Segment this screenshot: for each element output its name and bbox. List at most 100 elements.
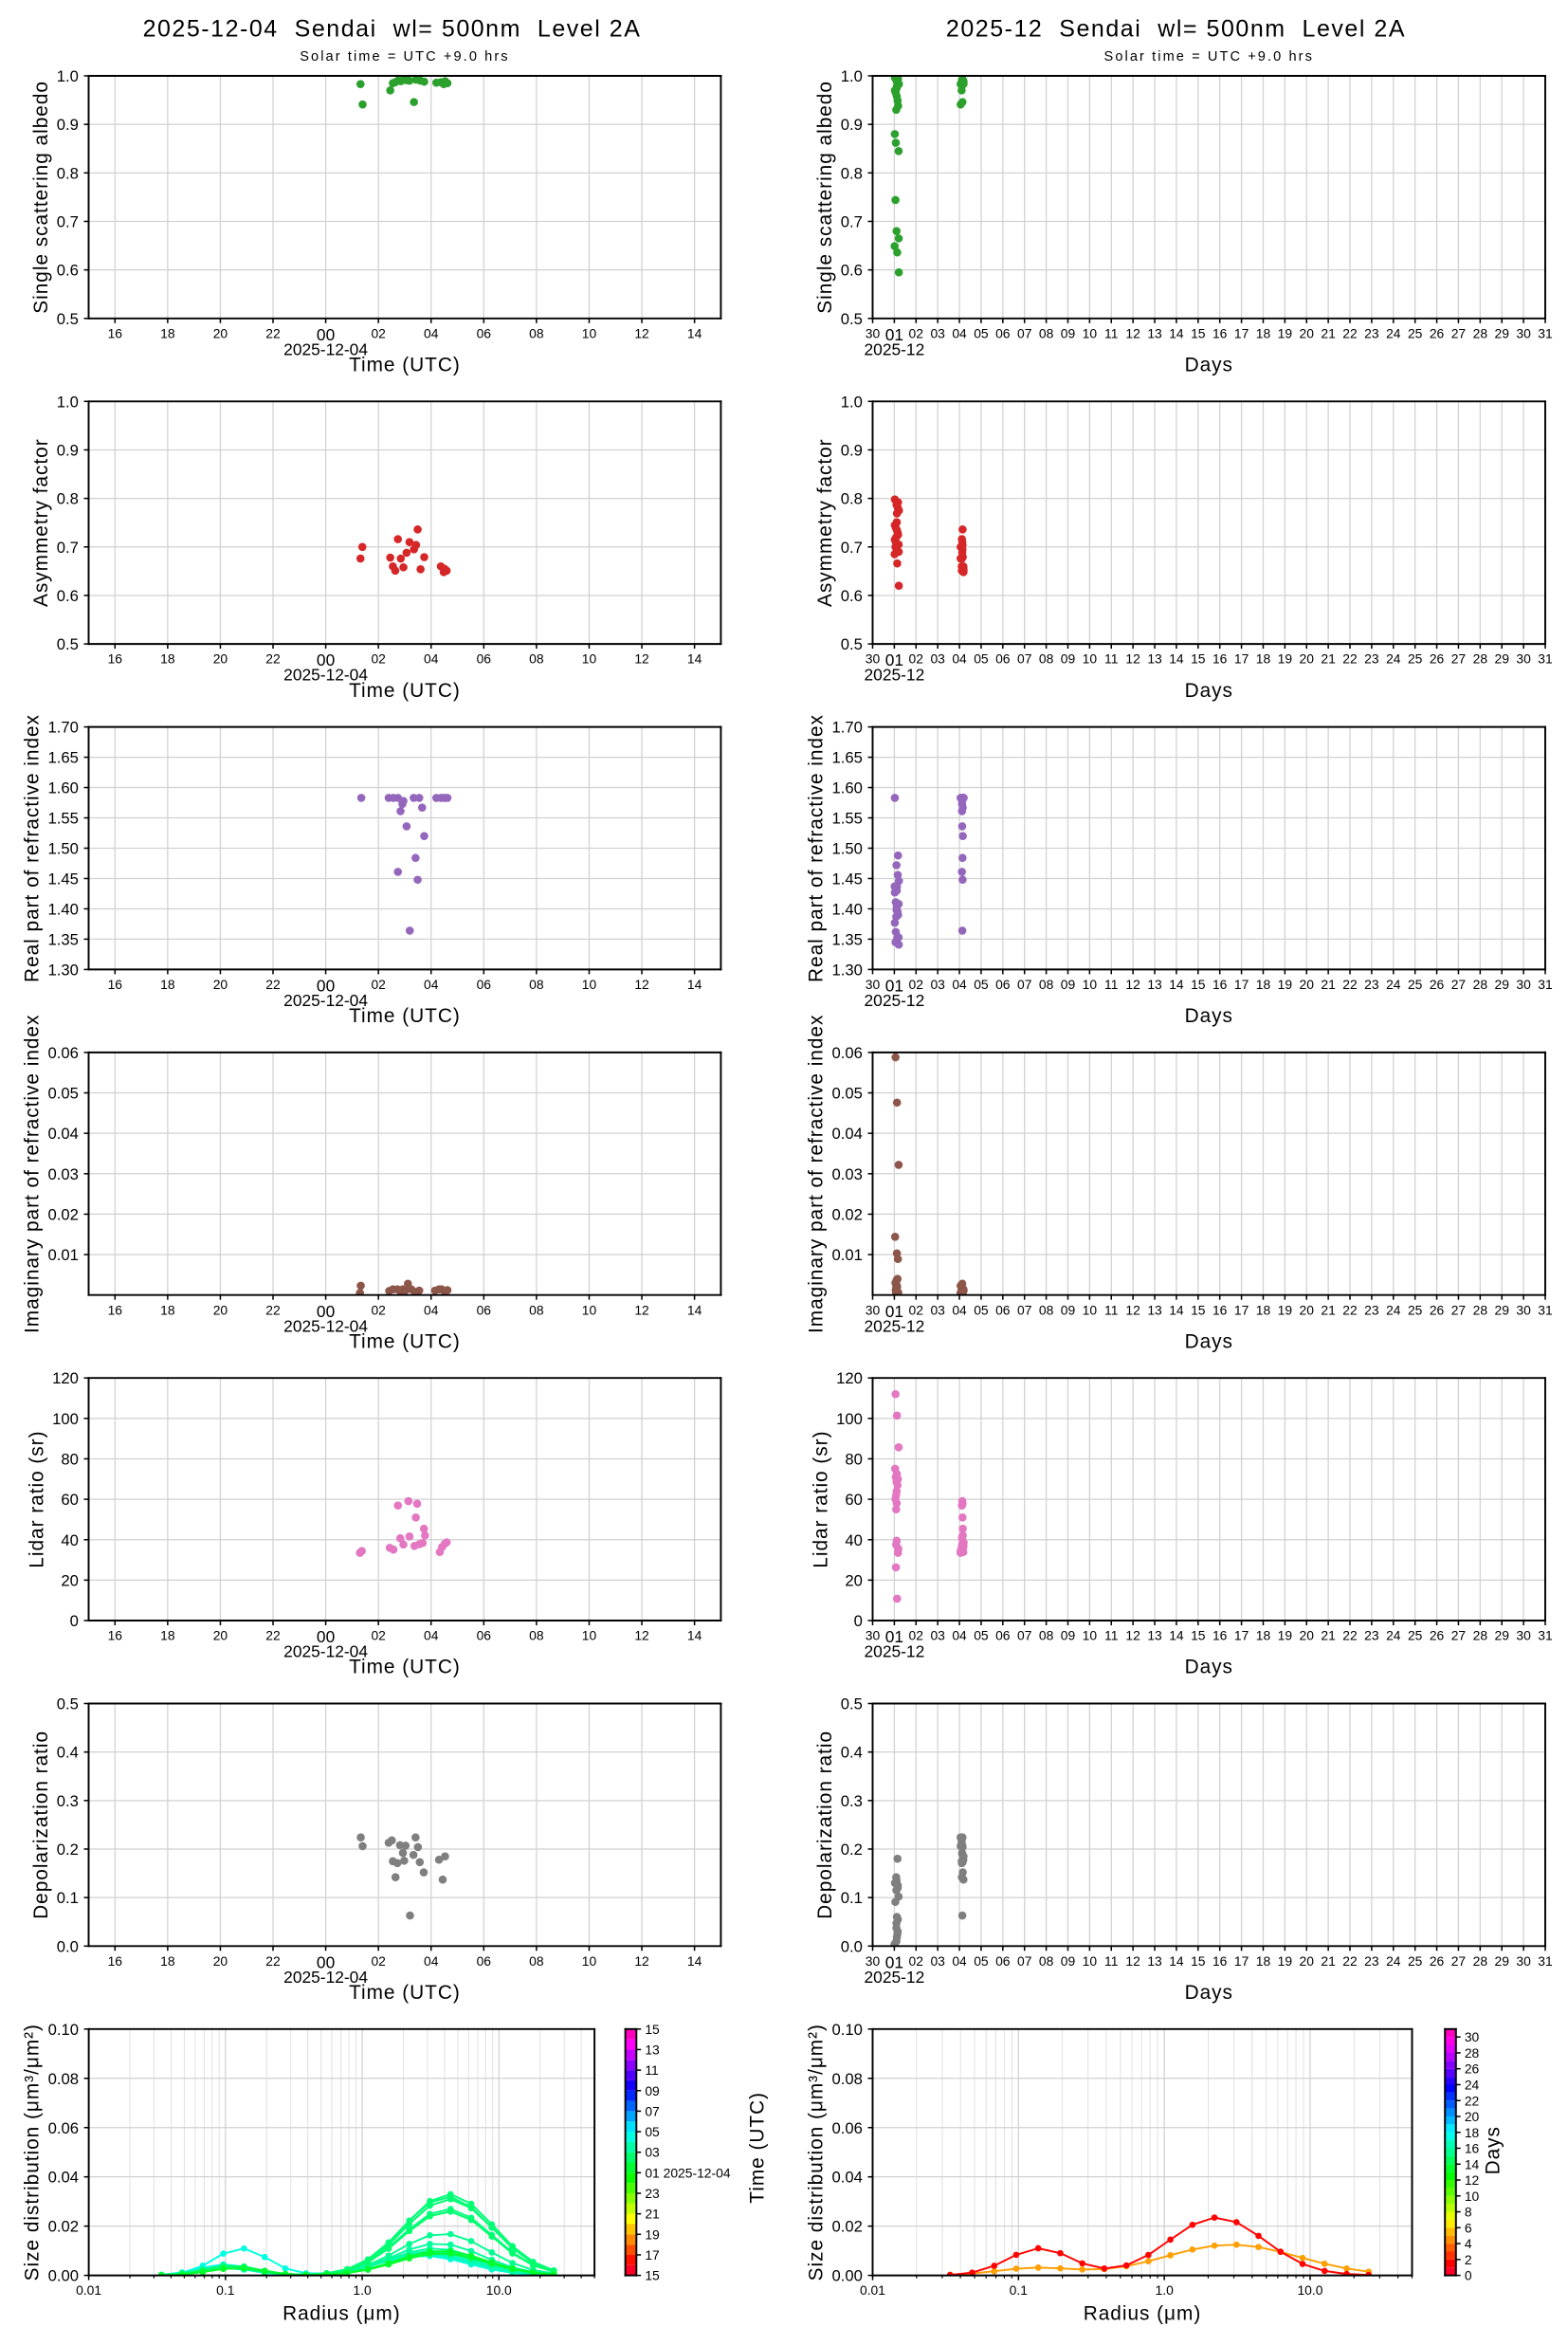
svg-text:26: 26 xyxy=(1430,1953,1445,1969)
svg-text:0.6: 0.6 xyxy=(57,262,79,280)
svg-text:0.9: 0.9 xyxy=(57,441,79,459)
svg-text:04: 04 xyxy=(424,1302,439,1317)
svg-text:20: 20 xyxy=(1465,2109,1480,2124)
svg-text:Days: Days xyxy=(1185,1657,1233,1678)
svg-text:15: 15 xyxy=(1191,1628,1206,1643)
svg-text:11: 11 xyxy=(1104,651,1119,667)
svg-text:03: 03 xyxy=(930,325,945,340)
svg-text:2025-12-04: 2025-12-04 xyxy=(283,991,368,1010)
svg-text:11: 11 xyxy=(1104,325,1119,340)
svg-text:1.0: 1.0 xyxy=(353,2282,372,2298)
svg-text:02: 02 xyxy=(371,1953,386,1969)
svg-text:1.55: 1.55 xyxy=(48,810,79,828)
svg-text:0.3: 0.3 xyxy=(841,1792,863,1810)
svg-text:17: 17 xyxy=(1234,977,1249,992)
svg-text:0.08: 0.08 xyxy=(832,2070,863,2088)
svg-text:0.9: 0.9 xyxy=(841,441,863,459)
svg-text:27: 27 xyxy=(1451,1628,1467,1643)
svg-text:04: 04 xyxy=(424,1953,439,1969)
svg-text:1.30: 1.30 xyxy=(48,961,79,979)
svg-text:2025-12: 2025-12 xyxy=(865,666,925,685)
svg-text:28: 28 xyxy=(1473,1953,1488,1969)
svg-text:21: 21 xyxy=(1321,1302,1336,1317)
svg-text:12: 12 xyxy=(1125,651,1140,667)
svg-text:04: 04 xyxy=(952,977,967,992)
svg-text:22: 22 xyxy=(265,1302,281,1317)
svg-text:02: 02 xyxy=(371,1628,386,1643)
svg-text:60: 60 xyxy=(845,1491,863,1509)
svg-text:14: 14 xyxy=(1465,2156,1480,2171)
svg-text:2025-12: 2025-12 xyxy=(865,1316,925,1335)
svg-text:08: 08 xyxy=(1039,651,1054,667)
svg-text:31: 31 xyxy=(1538,1628,1553,1643)
svg-text:05: 05 xyxy=(974,1953,989,1969)
svg-text:31: 31 xyxy=(1538,1302,1553,1317)
svg-text:120: 120 xyxy=(52,1369,79,1387)
svg-text:0.4: 0.4 xyxy=(57,1744,79,1762)
svg-text:14: 14 xyxy=(1169,651,1184,667)
svg-text:30: 30 xyxy=(1465,2029,1480,2044)
svg-text:21: 21 xyxy=(1321,325,1336,340)
svg-text:16: 16 xyxy=(1212,1628,1228,1643)
svg-text:22: 22 xyxy=(265,1628,281,1643)
svg-text:Days: Days xyxy=(1482,2126,1504,2174)
svg-text:25: 25 xyxy=(1408,977,1423,992)
svg-text:02: 02 xyxy=(909,1302,924,1317)
svg-text:2025-12 Sendai wl= 500nm Le: 2025-12 Sendai wl= 500nm Level 2A xyxy=(946,15,1406,42)
svg-text:30: 30 xyxy=(866,1953,881,1969)
svg-text:22: 22 xyxy=(265,1953,281,1969)
svg-text:27: 27 xyxy=(1451,651,1467,667)
svg-text:08: 08 xyxy=(529,1302,544,1317)
svg-text:06: 06 xyxy=(477,1628,492,1643)
svg-text:14: 14 xyxy=(1169,325,1184,340)
svg-text:Time (UTC): Time (UTC) xyxy=(349,1005,461,1027)
svg-text:20: 20 xyxy=(1300,1953,1315,1969)
svg-text:11: 11 xyxy=(1104,1953,1119,1969)
svg-text:23: 23 xyxy=(1364,977,1379,992)
svg-text:22: 22 xyxy=(1342,651,1358,667)
svg-text:30: 30 xyxy=(1516,1302,1531,1317)
svg-text:0.04: 0.04 xyxy=(48,2169,79,2187)
svg-text:24: 24 xyxy=(1386,1302,1401,1317)
svg-text:21: 21 xyxy=(1321,977,1336,992)
svg-text:30: 30 xyxy=(1516,977,1531,992)
svg-text:26: 26 xyxy=(1430,977,1445,992)
svg-text:1.60: 1.60 xyxy=(48,779,79,797)
svg-text:17: 17 xyxy=(645,2247,660,2263)
svg-text:0.8: 0.8 xyxy=(841,490,863,508)
svg-text:0.7: 0.7 xyxy=(841,539,863,557)
svg-text:02: 02 xyxy=(371,651,386,667)
svg-text:14: 14 xyxy=(687,325,702,340)
svg-text:0.0: 0.0 xyxy=(841,1937,863,1955)
svg-text:02: 02 xyxy=(909,1628,924,1643)
svg-text:08: 08 xyxy=(529,977,544,992)
svg-text:12: 12 xyxy=(634,1302,649,1317)
svg-text:19: 19 xyxy=(1278,1953,1293,1969)
svg-text:12: 12 xyxy=(634,1628,649,1643)
svg-text:19: 19 xyxy=(1278,1628,1293,1643)
svg-text:31: 31 xyxy=(1538,1953,1553,1969)
svg-text:29: 29 xyxy=(1495,1302,1510,1317)
svg-text:08: 08 xyxy=(529,325,544,340)
svg-text:29: 29 xyxy=(1495,1628,1510,1643)
svg-text:0.01: 0.01 xyxy=(76,2282,101,2298)
svg-text:23: 23 xyxy=(1364,325,1379,340)
svg-text:10: 10 xyxy=(582,325,597,340)
svg-text:08: 08 xyxy=(529,1953,544,1969)
svg-text:24: 24 xyxy=(1386,1953,1401,1969)
svg-text:16: 16 xyxy=(1212,977,1228,992)
svg-text:Days: Days xyxy=(1185,1330,1233,1352)
svg-text:22: 22 xyxy=(1342,1302,1358,1317)
svg-text:Days: Days xyxy=(1185,355,1233,376)
svg-text:29: 29 xyxy=(1495,1953,1510,1969)
svg-text:02: 02 xyxy=(909,977,924,992)
svg-text:2025-12: 2025-12 xyxy=(865,991,925,1010)
svg-text:0.1: 0.1 xyxy=(1010,2282,1029,2298)
svg-text:0.1: 0.1 xyxy=(57,1889,79,1907)
svg-text:18: 18 xyxy=(1465,2125,1480,2140)
svg-text:1.40: 1.40 xyxy=(832,900,863,918)
svg-text:Depolarization ratio: Depolarization ratio xyxy=(30,1731,52,1919)
svg-text:0.02: 0.02 xyxy=(48,2218,79,2236)
svg-text:Real part of refractive index: Real part of refractive index xyxy=(22,714,44,982)
svg-text:0.4: 0.4 xyxy=(841,1744,863,1762)
